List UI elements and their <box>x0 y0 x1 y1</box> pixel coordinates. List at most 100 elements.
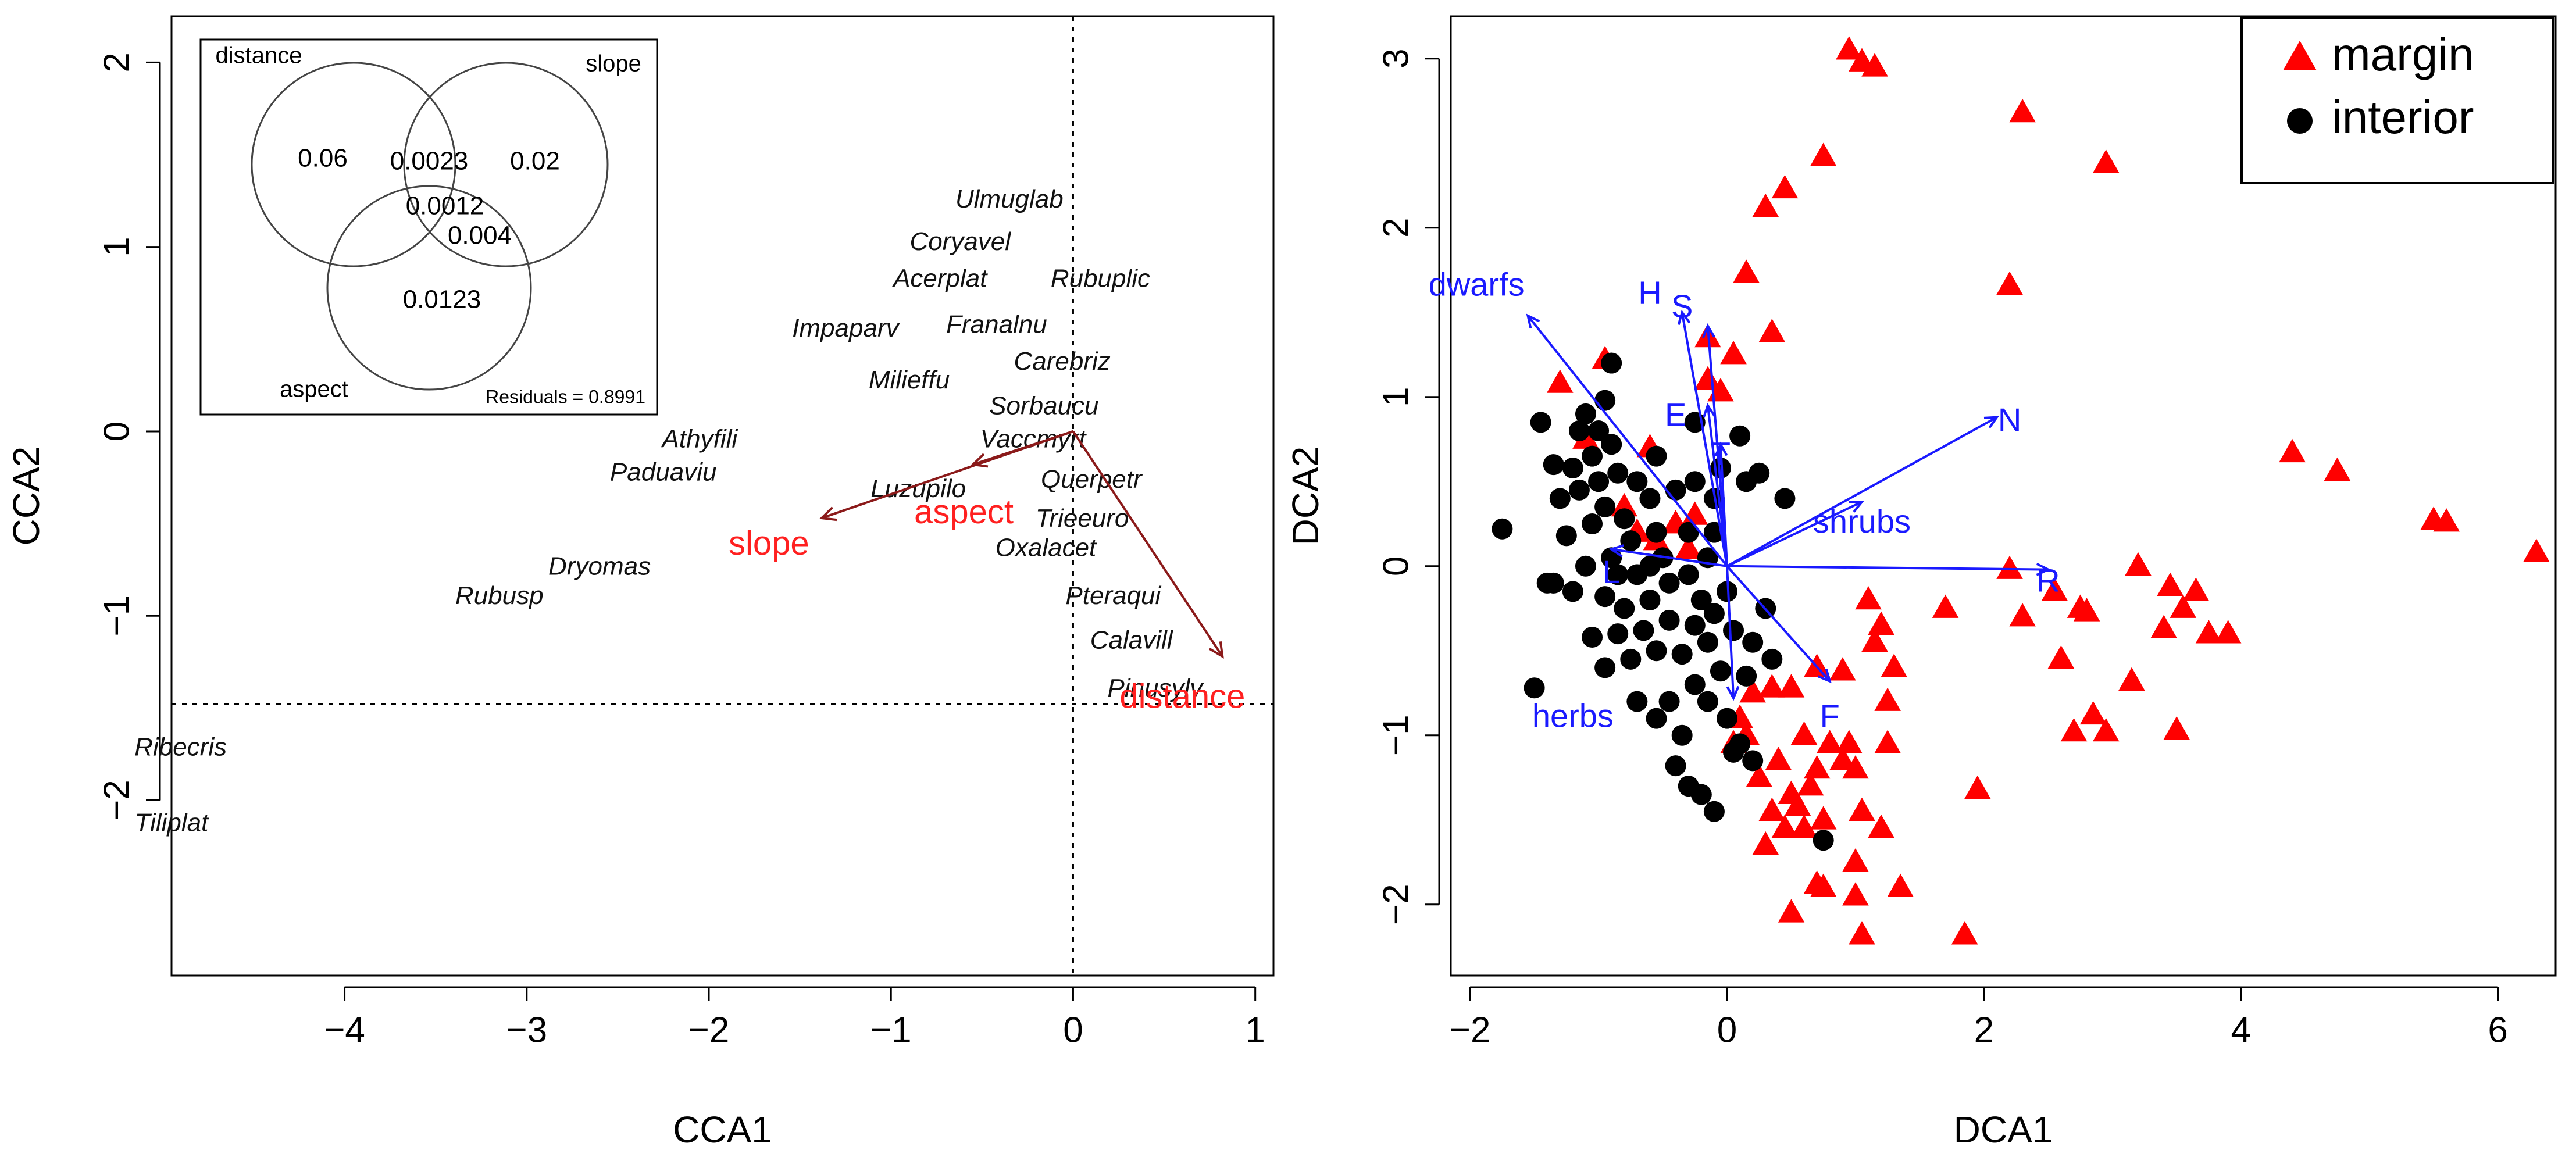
margin-point <box>1855 585 1882 610</box>
margin-point <box>2324 457 2351 481</box>
margin-point <box>1765 747 1792 770</box>
margin-point <box>1842 882 1869 906</box>
interior-point <box>1582 513 1603 535</box>
interior-point <box>1723 741 1744 763</box>
venn-region-value: 0.02 <box>510 147 560 176</box>
dca-y-tick-label: 2 <box>1376 218 1416 238</box>
species-label: Pteraqui <box>1065 581 1161 610</box>
dca-vector-label: N <box>1998 401 2021 438</box>
cca-x-tick-label: −1 <box>870 1010 912 1050</box>
species-label: Ribecris <box>134 733 227 761</box>
margin-point <box>1752 831 1779 855</box>
margin-point <box>1778 899 1805 923</box>
interior-point <box>1626 691 1648 712</box>
margin-point <box>1951 921 1978 945</box>
dca-vector-H-shaft <box>1681 312 1728 567</box>
venn-region-value: 0.0023 <box>390 147 469 176</box>
dca-vector-shrubs-shaft <box>1726 501 1863 567</box>
margin-point <box>2150 615 2177 638</box>
cca-x-tick-label: −2 <box>688 1010 730 1050</box>
legend-frame <box>2240 16 2554 184</box>
venn-circle-distance <box>251 62 456 267</box>
dca-vector-label: F <box>1820 697 1840 734</box>
species-label: Dryomas <box>548 552 651 580</box>
venn-circle-slope <box>403 62 609 267</box>
dca-vector-E-shaft <box>1706 405 1728 567</box>
interior-point <box>1607 564 1629 585</box>
species-label: Rubuplic <box>1051 264 1150 292</box>
margin-point <box>2047 645 2075 669</box>
interior-point <box>1717 581 1737 602</box>
cca-y-tick-label: −2 <box>97 780 137 821</box>
species-label: Trieeuro <box>1036 504 1129 533</box>
margin-point <box>1803 755 1831 779</box>
interior-point <box>1594 390 1616 411</box>
margin-point <box>1868 611 1894 635</box>
margin-point <box>2125 552 2152 576</box>
margin-point <box>2170 594 2197 618</box>
margin-point <box>1810 806 1837 830</box>
env-vector-label: aspect <box>914 493 1014 531</box>
cca-x-tick-label: 0 <box>1063 1010 1083 1050</box>
margin-point <box>1758 319 1786 342</box>
margin-point <box>1996 555 2023 579</box>
margin-point <box>1836 36 1863 60</box>
env-vector-slope-head <box>819 506 837 522</box>
dca-vector-F-shaft <box>1726 565 1831 682</box>
interior-point <box>1742 631 1764 653</box>
interior-point <box>1639 555 1661 577</box>
legend-marker-margin <box>2283 41 2317 70</box>
cca-y-axis-title: CCA2 <box>5 447 47 546</box>
margin-point <box>1778 674 1805 698</box>
dca-vector-herbs-shaft <box>1726 566 1735 698</box>
dca-vector-dwarfs-shaft <box>1526 315 1728 567</box>
dca-vector-L-head <box>1608 544 1624 558</box>
margin-point <box>2195 620 2222 644</box>
interior-point <box>1697 631 1718 653</box>
dca-y-tick-label: −1 <box>1376 715 1416 756</box>
margin-point <box>1758 797 1786 822</box>
venn-residuals-label: Residuals = 0.8991 <box>486 386 645 407</box>
margin-point <box>1758 674 1786 698</box>
interior-point <box>1710 660 1731 682</box>
cca-plot-frame <box>170 15 1275 977</box>
cca-y-tick-label: 1 <box>97 237 137 256</box>
cca-x-tick-label: −4 <box>324 1010 365 1050</box>
interior-point <box>1594 586 1616 608</box>
interior-point <box>1568 420 1590 441</box>
margin-point <box>1803 870 1831 894</box>
margin-point <box>1964 775 1991 799</box>
margin-point <box>1932 594 1959 618</box>
species-label: Sorbaucu <box>989 391 1098 420</box>
interior-point <box>1588 471 1610 492</box>
cca-panel: −4 −3 −2 −1 0 1 −2 −1 0 1 2 CCA1 CCA2 Ulmuglab Coryave… <box>5 15 1275 1150</box>
margin-point <box>1720 341 1747 365</box>
interior-point <box>1717 708 1737 729</box>
interior-point <box>1562 457 1583 478</box>
interior-point <box>1684 471 1706 492</box>
margin-point <box>1868 814 1894 838</box>
interior-point <box>1614 598 1635 619</box>
margin-point <box>1829 657 1856 681</box>
species-label: Paduaviu <box>610 458 716 487</box>
dca-y-tick-label: 0 <box>1376 556 1416 576</box>
margin-point <box>2182 577 2210 601</box>
interior-point <box>1665 755 1686 777</box>
interior-point <box>1729 425 1751 447</box>
interior-point <box>1568 479 1590 501</box>
interior-point <box>1703 603 1725 624</box>
interior-point <box>1639 488 1661 509</box>
margin-point <box>2279 438 2306 463</box>
env-vector-aspect-head <box>970 453 989 468</box>
venn-region-value: 0.0012 <box>406 192 484 220</box>
dca-x-tick-label: 0 <box>1717 1010 1737 1050</box>
env-vector-label: slope <box>729 524 809 562</box>
species-label: Ulmuglab <box>955 185 1064 213</box>
margin-point <box>2157 572 2184 597</box>
interior-point <box>1588 420 1610 441</box>
species-label: Athyfili <box>661 424 738 453</box>
margin-point <box>1829 747 1856 770</box>
margin-point <box>1752 193 1779 217</box>
